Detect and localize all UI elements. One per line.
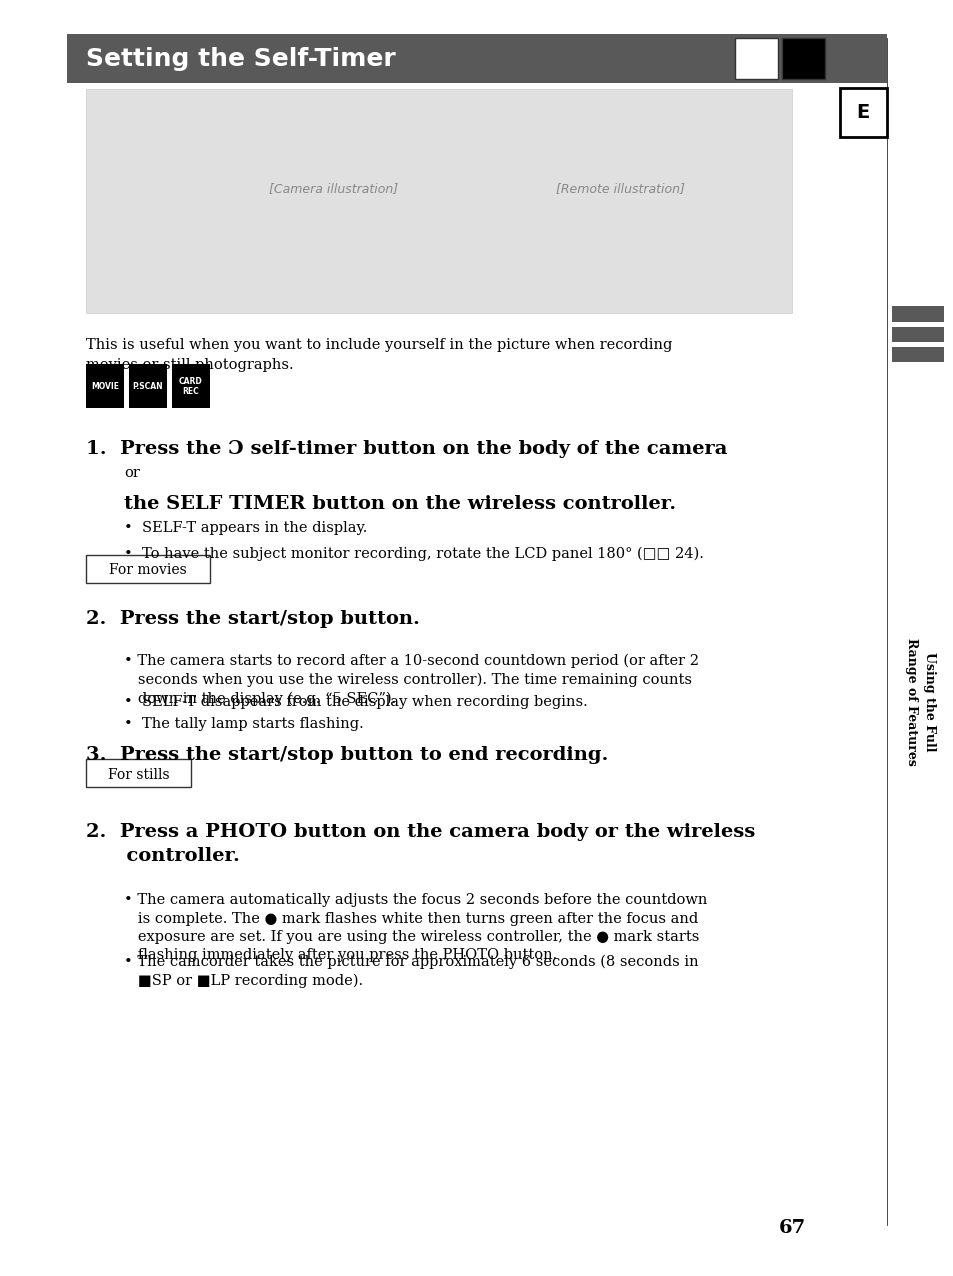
Text: Setting the Self-Timer: Setting the Self-Timer xyxy=(86,47,395,70)
Text: This is useful when you want to include yourself in the picture when recording
m: This is useful when you want to include … xyxy=(86,338,672,371)
Text: 3.  Press the start/stop button to end recording.: 3. Press the start/stop button to end re… xyxy=(86,746,608,764)
Text: •  SELF-T appears in the display.: • SELF-T appears in the display. xyxy=(124,521,367,535)
Text: 2.  Press the start/stop button.: 2. Press the start/stop button. xyxy=(86,610,419,628)
Text: • The camcorder takes the picture for approximately 6 seconds (8 seconds in
   ■: • The camcorder takes the picture for ap… xyxy=(124,954,698,988)
Text: 67: 67 xyxy=(778,1219,804,1236)
Text: [Remote illustration]: [Remote illustration] xyxy=(555,181,684,195)
FancyBboxPatch shape xyxy=(734,38,777,79)
FancyBboxPatch shape xyxy=(839,88,886,137)
Text: P.SCAN: P.SCAN xyxy=(132,382,163,392)
Text: E: E xyxy=(856,103,869,121)
Text: 2.  Press a PHOTO button on the camera body or the wireless
      controller.: 2. Press a PHOTO button on the camera bo… xyxy=(86,823,755,865)
FancyBboxPatch shape xyxy=(129,364,167,408)
FancyBboxPatch shape xyxy=(86,364,124,408)
Text: • The camera starts to record after a 10-second countdown period (or after 2
   : • The camera starts to record after a 10… xyxy=(124,653,699,706)
FancyBboxPatch shape xyxy=(172,364,210,408)
Text: 1.  Press the Ɔ self-timer button on the body of the camera: 1. Press the Ɔ self-timer button on the … xyxy=(86,440,726,458)
Text: For movies: For movies xyxy=(109,564,187,577)
Text: or: or xyxy=(124,466,140,480)
Text: •  SELF-T disappears from the display when recording begins.: • SELF-T disappears from the display whe… xyxy=(124,695,587,709)
Text: [Camera illustration]: [Camera illustration] xyxy=(269,181,398,195)
FancyBboxPatch shape xyxy=(891,327,943,342)
FancyBboxPatch shape xyxy=(86,759,191,787)
FancyBboxPatch shape xyxy=(891,306,943,322)
Text: MOVIE: MOVIE xyxy=(91,382,119,392)
FancyBboxPatch shape xyxy=(86,555,210,583)
FancyBboxPatch shape xyxy=(67,34,886,83)
Text: •  The tally lamp starts flashing.: • The tally lamp starts flashing. xyxy=(124,717,363,731)
Text: CARD
REC: CARD REC xyxy=(179,376,202,397)
Text: the SELF TIMER button on the wireless controller.: the SELF TIMER button on the wireless co… xyxy=(124,495,676,513)
FancyBboxPatch shape xyxy=(86,89,791,313)
Text: •  To have the subject monitor recording, rotate the LCD panel 180° (□□ 24).: • To have the subject monitor recording,… xyxy=(124,546,703,560)
Text: • The camera automatically adjusts the focus 2 seconds before the countdown
   i: • The camera automatically adjusts the f… xyxy=(124,893,707,962)
FancyBboxPatch shape xyxy=(891,347,943,362)
FancyBboxPatch shape xyxy=(781,38,824,79)
Text: Using the Full
Range of Features: Using the Full Range of Features xyxy=(904,638,935,766)
Text: For stills: For stills xyxy=(108,768,169,781)
